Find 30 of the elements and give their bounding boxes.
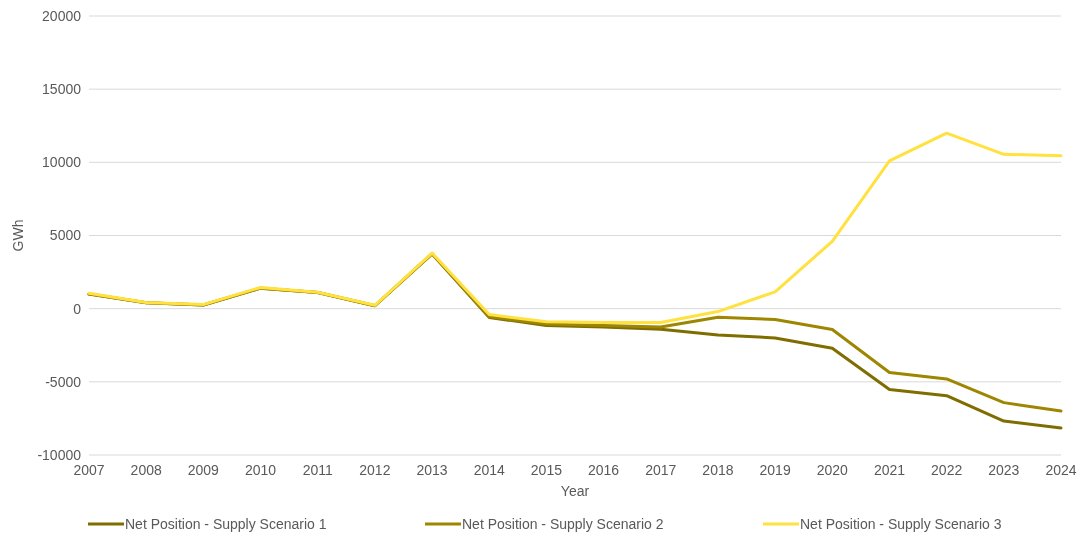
y-tick-label: 20000 — [42, 7, 82, 24]
x-tick-label: 2016 — [588, 462, 620, 478]
y-tick-label: 10000 — [42, 154, 82, 171]
x-tick-label: 2008 — [130, 462, 162, 478]
y-tick-label: 0 — [73, 300, 82, 317]
y-axis-title: GWh — [9, 219, 26, 252]
y-tick-label: -10000 — [37, 446, 82, 463]
x-tick-label: 2021 — [873, 462, 906, 478]
x-tick-label: 2022 — [931, 462, 963, 478]
x-tick-label: 2013 — [416, 462, 448, 478]
x-axis-title: Year — [560, 483, 590, 499]
y-tick-label: 15000 — [42, 81, 82, 98]
x-tick-label: 2010 — [244, 462, 277, 478]
y-tick-label: -5000 — [45, 373, 82, 390]
x-tick-label: 2014 — [473, 462, 506, 478]
legend-label: Net Position - Supply Scenario 2 — [462, 515, 664, 532]
y-tick-label: 5000 — [49, 227, 82, 244]
legend-label: Net Position - Supply Scenario 1 — [125, 515, 327, 532]
x-tick-label: 2015 — [530, 462, 563, 478]
x-tick-label: 2020 — [816, 462, 849, 478]
x-tick-label: 2012 — [359, 462, 391, 478]
x-tick-label: 2017 — [645, 462, 677, 478]
x-tick-label: 2018 — [702, 462, 734, 478]
x-tick-label: 2011 — [302, 462, 333, 478]
x-tick-label: 2023 — [988, 462, 1020, 478]
x-tick-label: 2024 — [1045, 462, 1077, 478]
x-tick-label: 2007 — [73, 462, 105, 478]
x-tick-label: 2019 — [759, 462, 791, 478]
legend-label: Net Position - Supply Scenario 3 — [800, 515, 1002, 532]
x-tick-label: 2009 — [187, 462, 220, 478]
